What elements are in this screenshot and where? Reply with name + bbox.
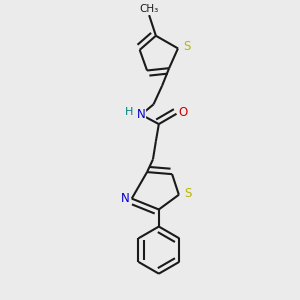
Text: N: N — [137, 108, 146, 121]
Text: N: N — [121, 192, 130, 205]
Text: O: O — [178, 106, 188, 119]
Text: S: S — [184, 187, 191, 200]
Text: CH₃: CH₃ — [140, 4, 159, 14]
Text: S: S — [183, 40, 190, 53]
Text: H: H — [124, 107, 133, 117]
